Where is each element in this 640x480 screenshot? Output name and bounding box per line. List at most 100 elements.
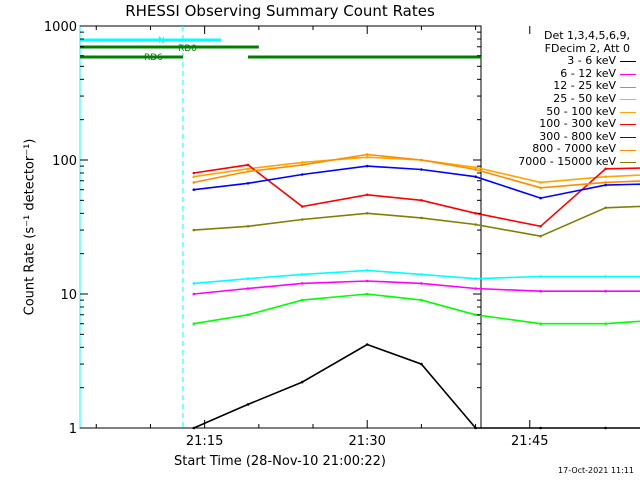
legend-entry-label-1: 6 - 12 keV — [560, 66, 616, 80]
series-point-0-4 — [420, 362, 423, 366]
legend-entry-5: 100 - 300 keV — [482, 118, 636, 131]
series-point-0-1 — [246, 403, 250, 406]
series-point-7-7 — [604, 181, 607, 184]
series-point-7-1 — [246, 170, 250, 173]
series-point-8-1 — [246, 225, 250, 228]
legend-entry-label-7: 800 - 7000 keV — [532, 142, 616, 156]
series-point-1-2 — [300, 282, 304, 285]
series-point-2-6 — [539, 322, 542, 326]
series-point-6-5 — [474, 175, 477, 178]
series-point-1-6 — [539, 289, 542, 293]
legend-swatch-8 — [620, 162, 636, 164]
x-tick-label-1: 21:30 — [348, 434, 385, 449]
legend-entry-2: 12 - 25 keV — [482, 80, 636, 93]
y-tick-label-2: 100 — [52, 154, 77, 169]
legend-entries: 3 - 6 keV 6 - 12 keV 12 - 25 keV 25 - 50 ke… — [482, 55, 636, 168]
series-point-4-0 — [192, 175, 196, 178]
series-point-1-3 — [365, 279, 369, 283]
legend-swatch-7 — [620, 149, 636, 151]
series-point-7-2 — [300, 163, 304, 167]
series-point-5-1 — [246, 163, 250, 167]
x-tick-label-0: 21:15 — [186, 434, 223, 449]
series-point-4-6 — [539, 181, 542, 184]
legend-header-line-2: FDecim 2, Att 0 — [544, 41, 630, 55]
legend: Det 1,3,4,5,6,9, FDecim 2, Att 0 3 - 6 k… — [482, 29, 636, 169]
legend-swatch-0 — [620, 61, 636, 63]
series-point-0-6 — [539, 426, 542, 430]
legend-header-line-1: Det 1,3,4,5,6,9, — [543, 29, 630, 42]
legend-entry-label-6: 300 - 800 keV — [539, 129, 616, 143]
series-point-7-6 — [539, 186, 542, 190]
series-point-8-0 — [192, 228, 196, 232]
series-point-0-0 — [192, 426, 196, 430]
series-point-8-2 — [300, 218, 304, 221]
series-point-0-2 — [300, 380, 304, 384]
series-point-5-3 — [365, 193, 369, 197]
flag-bar-label-rd6: RD6 — [144, 53, 163, 63]
y-tick-label-1: 10 — [60, 288, 77, 303]
series-line-6 — [193, 165, 640, 199]
legend-entry-label-3: 25 - 50 keV — [553, 91, 616, 105]
series-line-0 — [193, 343, 640, 429]
series-point-4-5 — [474, 166, 477, 169]
series-point-1-7 — [604, 289, 607, 293]
series-point-3-3 — [365, 269, 369, 272]
series-point-6-2 — [300, 173, 304, 176]
series-point-5-2 — [300, 205, 304, 208]
series-point-6-0 — [192, 188, 196, 191]
series-point-3-4 — [420, 273, 423, 276]
x-axis-label: Start Time (28-Nov-10 21:00:22) — [174, 454, 386, 469]
legend-entry-label-2: 12 - 25 keV — [553, 79, 616, 93]
legend-swatch-5 — [620, 124, 636, 126]
legend-swatch-1 — [620, 74, 636, 76]
series-point-8-3 — [365, 212, 369, 215]
legend-entry-0: 3 - 6 keV — [482, 55, 636, 68]
series-point-2-0 — [192, 322, 196, 326]
series-point-0-7 — [604, 426, 607, 430]
series-point-3-5 — [474, 277, 477, 281]
series-point-5-0 — [192, 171, 196, 175]
chart-title: RHESSI Observing Summary Count Rates — [125, 2, 435, 20]
legend-entry-1: 6 - 12 keV — [482, 66, 636, 81]
series-point-6-7 — [604, 183, 607, 187]
series-line-8 — [193, 205, 640, 238]
series-point-3-7 — [604, 275, 607, 278]
flag-bar-label-rd0: RD0 — [178, 44, 197, 54]
series-point-2-1 — [246, 313, 250, 317]
series-point-5-5 — [474, 212, 477, 215]
legend-entry-3: 25 - 50 keV — [482, 91, 636, 106]
series-point-3-6 — [539, 275, 542, 278]
series-point-1-4 — [420, 282, 423, 285]
series-point-1-0 — [192, 292, 196, 296]
series-point-7-3 — [365, 153, 369, 156]
series-point-2-7 — [604, 322, 607, 326]
legend-entry-6: 300 - 800 keV — [482, 129, 636, 144]
series-point-5-6 — [539, 225, 542, 228]
series-point-8-7 — [604, 206, 607, 210]
plot-area-frame — [79, 25, 482, 429]
flag-bar-label-n: N — [158, 36, 165, 46]
legend-entry-7: 800 - 7000 keV — [482, 143, 636, 156]
series-point-4-7 — [604, 175, 607, 178]
series-point-3-1 — [246, 277, 250, 281]
legend-entry-label-4: 50 - 100 keV — [546, 104, 616, 118]
series-point-3-0 — [192, 282, 196, 285]
series-point-1-1 — [246, 287, 250, 290]
legend-entry-label-8: 7000 - 15000 keV — [518, 154, 616, 168]
legend-swatch-4 — [620, 111, 636, 113]
x-tick-label-2: 21:45 — [511, 434, 548, 449]
series-point-5-4 — [420, 199, 423, 202]
series-point-6-6 — [539, 196, 542, 200]
series-point-2-2 — [300, 298, 304, 302]
series-point-1-5 — [474, 287, 477, 290]
series-point-6-3 — [365, 164, 369, 168]
series-point-4-1 — [246, 167, 250, 171]
series-point-7-5 — [474, 168, 477, 171]
legend-swatch-2 — [620, 86, 636, 88]
series-line-1 — [193, 280, 640, 295]
legend-entry-label-5: 100 - 300 keV — [539, 117, 616, 131]
series-point-4-3 — [365, 155, 369, 159]
series-point-5-7 — [604, 167, 607, 171]
series-point-7-0 — [192, 181, 196, 184]
